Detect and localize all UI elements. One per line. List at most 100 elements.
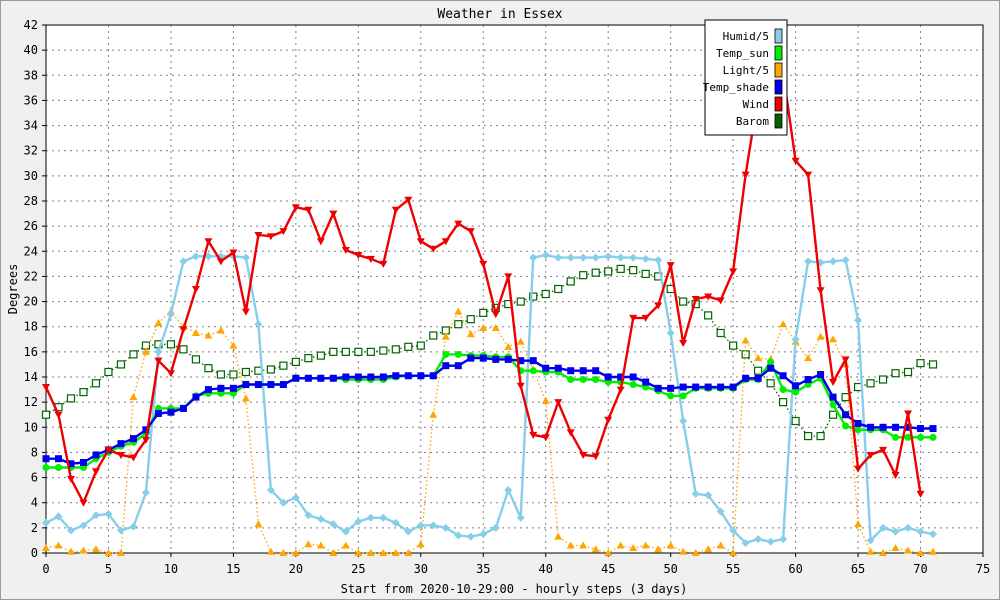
data-point-light-5 [91,545,100,553]
data-point-temp-sun [917,433,925,441]
data-point-temp-shade [492,355,500,363]
data-point-wind [416,238,425,246]
legend-label: Light/5 [723,64,769,77]
data-point-humid-5 [266,486,275,495]
data-point-light-5 [42,543,50,551]
data-point-temp-shade [717,383,725,391]
data-point-humid-5 [454,531,463,540]
data-point-light-5 [566,541,575,549]
y-tick-label: 22 [24,269,38,283]
data-point-humid-5 [154,347,163,356]
data-point-wind [54,411,63,419]
data-point-humid-5 [504,486,513,495]
data-point-temp-shade [254,381,262,389]
data-point-wind [229,249,238,257]
x-tick-label: 65 [851,562,865,576]
data-point-humid-5 [341,527,350,536]
x-tick-label: 50 [663,562,677,576]
data-point-wind [716,297,725,305]
y-tick-label: 18 [24,320,38,334]
data-point-barom [316,351,325,360]
data-point-barom [216,370,226,379]
data-point-temp-shade [779,372,787,380]
data-point-light-5 [291,549,300,556]
data-point-wind [904,410,913,418]
y-tick-label: 8 [31,445,38,459]
data-point-humid-5 [916,527,925,536]
data-point-temp-shade [392,372,400,380]
data-point-barom [754,366,763,375]
data-point-barom [729,341,738,350]
data-point-barom [591,268,600,277]
data-point-barom [629,266,638,275]
data-point-light-5 [416,540,425,548]
data-point-temp-shade [129,435,137,443]
data-point-wind [329,210,338,218]
data-point-humid-5 [879,523,888,532]
data-point-light-5 [191,329,200,336]
x-tick-label: 20 [289,562,303,576]
data-point-light-5 [916,549,925,556]
data-point-light-5 [304,540,313,548]
data-point-light-5 [404,549,413,556]
x-tick-label: 55 [726,562,740,576]
y-tick-label: 34 [24,119,38,133]
x-tick-label: 35 [476,562,490,576]
data-point-light-5 [341,541,350,549]
data-point-temp-sun [629,381,637,389]
data-point-temp-shade [204,386,212,394]
data-point-barom [828,410,838,419]
data-point-wind [341,247,350,255]
data-point-wind [629,314,638,322]
data-point-humid-5 [316,515,325,524]
data-point-wind [916,490,925,498]
data-point-temp-shade [79,458,87,466]
data-point-temp-shade [467,354,475,362]
data-point-humid-5 [729,526,738,535]
data-point-humid-5 [629,253,638,262]
data-point-light-5 [54,541,63,549]
data-point-light-5 [904,546,913,554]
data-point-light-5 [316,541,325,549]
y-tick-label: 10 [24,420,38,434]
data-point-light-5 [66,547,75,555]
data-point-temp-sun [42,464,50,472]
data-point-barom [341,347,350,356]
data-point-barom [291,357,300,367]
data-point-barom [891,369,900,378]
data-point-barom [604,267,613,276]
data-point-barom [866,379,875,388]
legend-swatch [774,45,783,61]
data-point-barom [91,379,101,388]
data-point-wind [204,238,213,246]
data-point-wind [366,255,375,263]
data-point-temp-shade [567,367,575,375]
data-point-barom [354,347,363,356]
data-point-humid-5 [666,329,675,337]
data-point-light-5 [229,341,238,349]
data-point-wind [166,370,175,378]
data-point-light-5 [741,336,750,344]
data-point-barom [903,367,913,377]
data-point-light-5 [479,323,488,331]
data-point-temp-shade [654,384,662,392]
data-point-wind [191,286,200,293]
y-tick-label: 24 [24,244,38,258]
data-point-temp-shade [342,373,350,381]
data-point-barom [916,359,925,368]
data-point-light-5 [466,330,475,338]
x-axis-ticks: 0 5 10 15 20 25 30 35 40 45 50 55 60 65 70 75 [42,553,990,576]
data-point-light-5 [816,332,825,340]
y-tick-label: 42 [24,18,38,32]
data-point-temp-shade [417,372,425,380]
data-point-barom [779,398,788,407]
data-point-barom [179,345,188,354]
data-point-barom [679,297,688,306]
data-point-wind [516,382,525,390]
legend-label: Wind [743,98,770,111]
data-point-barom [241,367,250,377]
data-point-barom [166,340,176,349]
data-point-temp-sun [779,386,787,394]
data-point-barom [766,379,775,388]
data-point-temp-shade [617,373,625,381]
